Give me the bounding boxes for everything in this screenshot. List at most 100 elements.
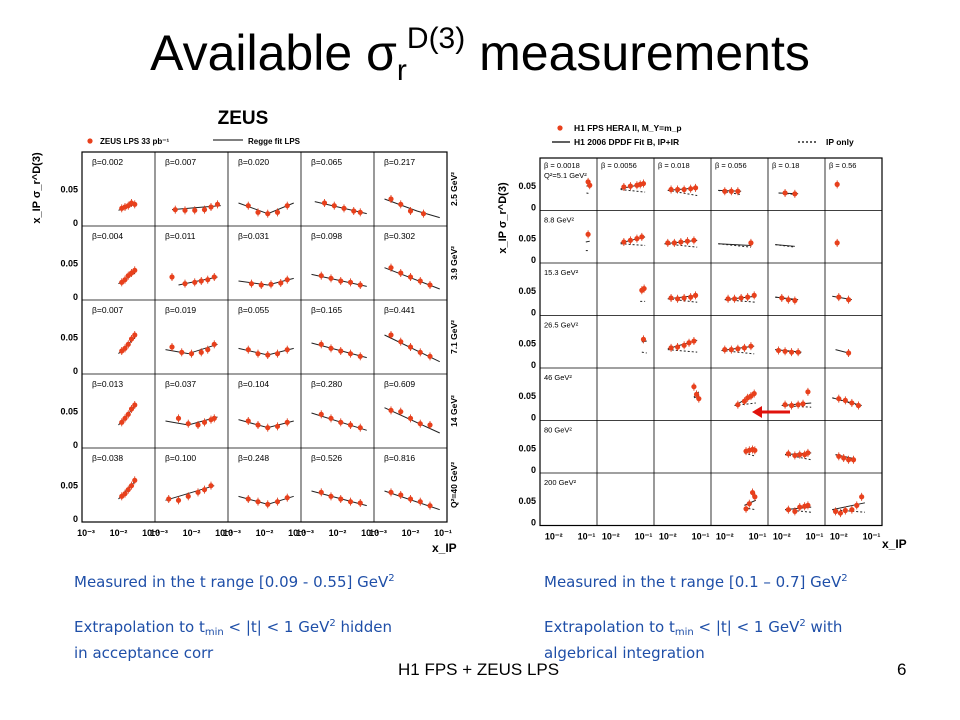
- slide-footer: H1 FPS + ZEUS LPS: [398, 660, 560, 679]
- data-point: [398, 270, 404, 276]
- beta-label: β=0.302: [384, 231, 415, 241]
- data-point: [692, 185, 699, 191]
- data-point: [175, 497, 182, 503]
- slide-title: Available σrD(3) measurements: [0, 22, 960, 88]
- data-point: [751, 292, 757, 298]
- beta-label: β=0.065: [311, 157, 342, 167]
- data-point: [725, 296, 731, 302]
- x-tick-label: 10⁻¹: [749, 532, 767, 542]
- h1-extrap-text-4: algebrical integration: [544, 644, 705, 662]
- y-tick-label: 0.05: [60, 333, 78, 343]
- beta-label: β = 0.0056: [601, 161, 637, 170]
- data-point: [427, 422, 433, 428]
- zeus-range-note: Measured in the t range [0.09 - 0.55] Ge…: [74, 568, 395, 593]
- h1-extrap-note: Extrapolation to tmin < |t| < 1 GeV2 wit…: [544, 613, 944, 664]
- beta-label: β=0.098: [311, 231, 342, 241]
- data-point: [627, 183, 633, 189]
- q2-row-label: 46 GeV²: [544, 373, 572, 382]
- data-point: [201, 207, 208, 213]
- h1-extrap-text-2: < |t| < 1 GeV: [693, 618, 800, 636]
- q2-row-label: 3.9 GeV²: [449, 246, 459, 280]
- data-point: [172, 207, 178, 213]
- data-point: [318, 411, 324, 417]
- data-point: [668, 186, 674, 193]
- zeus-extrap-text-4: in acceptance corr: [74, 644, 214, 662]
- data-point: [832, 508, 839, 514]
- data-point: [274, 351, 281, 357]
- data-point: [792, 297, 798, 304]
- h1-extrap-text-1: Extrapolation to t: [544, 618, 675, 636]
- q2-row-label: 200 GeV²: [544, 478, 577, 487]
- data-point: [125, 487, 131, 493]
- data-point: [338, 278, 344, 284]
- beta-label: β = 0.56: [829, 161, 856, 170]
- data-point: [735, 188, 741, 194]
- ip-only-curve: [734, 402, 756, 407]
- data-point: [797, 452, 803, 458]
- x-tick-label: 10⁻²: [329, 528, 347, 538]
- data-point: [779, 295, 785, 301]
- x-tick-label: 10⁻²: [402, 528, 420, 538]
- data-point: [128, 406, 135, 412]
- y-tick-label: 0.05: [60, 407, 78, 417]
- h1-range-note: Measured in the t range [0.1 – 0.7] GeV2: [544, 568, 848, 593]
- data-point: [691, 237, 697, 243]
- fit-curve: [384, 198, 440, 219]
- data-point: [328, 415, 334, 421]
- data-point: [678, 239, 684, 245]
- x-tick-label: 10⁻³: [296, 528, 314, 538]
- annotation-arrow-head: [752, 406, 762, 418]
- q2-row-label: 15.3 GeV²: [544, 268, 579, 277]
- data-point: [274, 499, 281, 505]
- data-point: [357, 282, 363, 288]
- data-point: [785, 451, 791, 457]
- data-point: [855, 402, 861, 409]
- data-point: [357, 353, 363, 359]
- data-point: [854, 502, 860, 508]
- x-tick-label: 10⁻³: [223, 528, 241, 538]
- data-point: [268, 281, 274, 287]
- data-point: [338, 348, 344, 354]
- data-point: [278, 280, 284, 286]
- data-point: [265, 352, 271, 358]
- data-point: [407, 344, 414, 350]
- y-tick-label: 0.05: [60, 259, 78, 269]
- data-point: [800, 401, 806, 407]
- data-point: [407, 208, 414, 214]
- x-tick-label: 10⁻¹: [215, 528, 233, 538]
- x-tick-label: 10⁻²: [716, 532, 734, 542]
- data-point: [328, 493, 334, 499]
- data-point: [132, 332, 138, 338]
- data-point: [182, 281, 188, 287]
- data-point: [208, 204, 214, 210]
- x-tick-label: 10⁻¹: [863, 532, 881, 542]
- x-tick-label: 10⁻¹: [142, 528, 160, 538]
- data-point: [255, 209, 261, 215]
- data-point: [427, 353, 433, 359]
- ip-only-curve: [667, 349, 698, 353]
- data-point: [792, 191, 798, 197]
- beta-label: β = 0.018: [658, 161, 690, 170]
- data-point: [671, 240, 677, 246]
- data-point: [722, 347, 728, 353]
- h1-extrap-exp: 2: [799, 618, 806, 629]
- data-point: [785, 297, 791, 303]
- data-point: [347, 499, 354, 505]
- beta-label: β=0.280: [311, 379, 342, 389]
- data-point: [328, 275, 334, 281]
- data-point: [274, 423, 281, 429]
- data-point: [751, 390, 757, 397]
- data-point: [398, 339, 404, 345]
- x-tick-label: 10⁻³: [150, 528, 168, 538]
- data-point: [321, 200, 328, 206]
- y-axis-title: x_IP σ_r^D(3): [31, 152, 43, 224]
- beta-label: β=0.526: [311, 453, 342, 463]
- beta-label: β=0.055: [238, 305, 269, 315]
- data-point: [585, 231, 591, 237]
- data-point: [119, 419, 125, 425]
- data-point: [318, 273, 324, 279]
- y-tick-label: 0: [73, 218, 78, 228]
- q2-row-label: 8.8 GeV²: [544, 216, 575, 225]
- data-point: [795, 402, 801, 408]
- data-point: [782, 190, 788, 196]
